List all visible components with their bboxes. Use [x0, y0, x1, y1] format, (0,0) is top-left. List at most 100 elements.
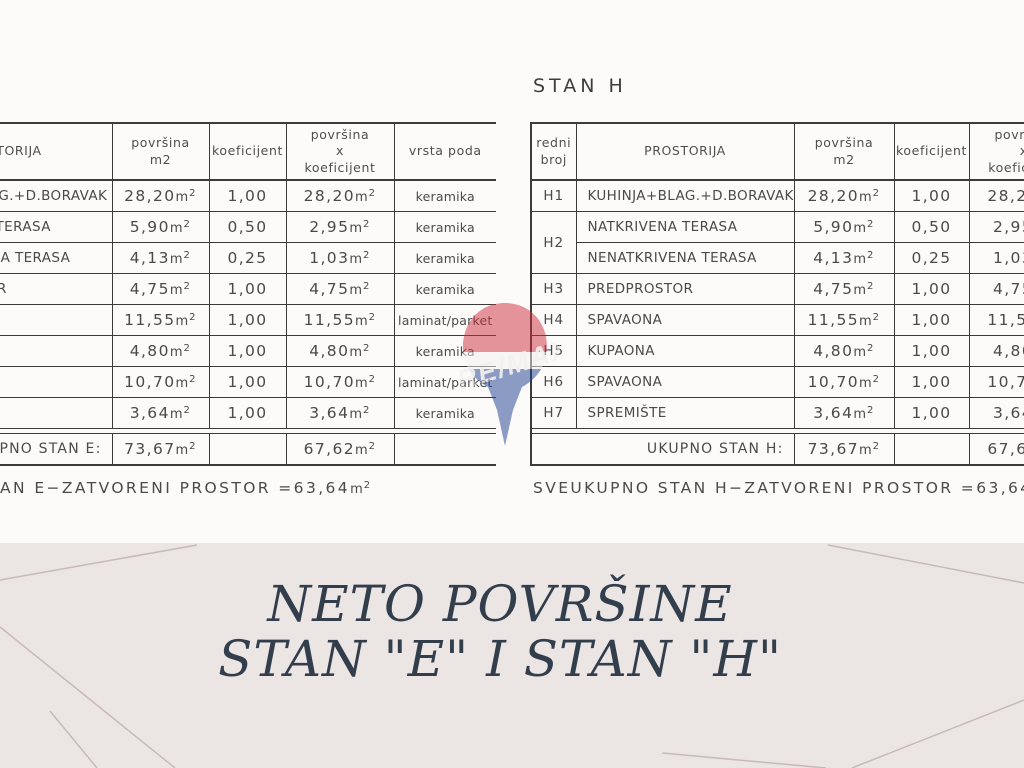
- area-value: 10,70: [807, 373, 859, 391]
- stan-h-title: STAN H: [533, 75, 627, 97]
- unit-sup: 2: [363, 281, 371, 292]
- area-value: 28,20: [807, 187, 859, 205]
- unit-sup: 2: [867, 219, 875, 230]
- area-value: 28,20: [987, 187, 1024, 205]
- cell-prostorija: NENATKRIVENA TERASA: [575, 242, 795, 274]
- area-value: 4,13: [129, 249, 170, 267]
- unit-sup: 2: [363, 219, 371, 230]
- cell-redni-broj: H7: [530, 397, 577, 429]
- table-row: NENATKRIVENA TERASA 4,13m2 0,25 1,03m2: [531, 242, 1024, 274]
- area-value: 4,75: [129, 280, 170, 298]
- cell-koeficijent: 1,00: [893, 273, 970, 305]
- unit-m: m: [175, 190, 189, 205]
- cell-koeficijent: 1,00: [208, 366, 287, 398]
- area-value: 73,67: [124, 440, 176, 458]
- unit-m: m: [354, 443, 368, 458]
- cell-povrsina-x-koeficijent: 4,75m2: [968, 273, 1024, 305]
- stan-h-summary: SVEUKUPNO STAN H−ZATVORENI PROSTOR =63,6…: [533, 479, 1024, 497]
- unit-sup: 2: [183, 219, 192, 230]
- cell-prostorija: SPAVAONA: [0, 304, 113, 336]
- unit-m: m: [175, 443, 189, 458]
- unit-sup: 2: [867, 405, 875, 416]
- cell-prostorija: NATKRIVENA TERASA: [575, 211, 795, 243]
- cell-vrsta-poda: keramika: [393, 211, 496, 243]
- area-value: 4,75: [309, 280, 350, 298]
- area-value: 10,70: [987, 373, 1024, 391]
- header-povrsina: površina m2: [111, 122, 210, 181]
- cell-povrsina: 3,64m2: [793, 397, 895, 429]
- area-value: 5,90: [813, 218, 854, 236]
- unit-m: m: [169, 283, 183, 298]
- unit-sup: 2: [183, 405, 192, 416]
- header-prostorija: PROSTORIJA: [575, 122, 795, 181]
- unit-m: m: [350, 482, 363, 497]
- total-povrsina-x-koeficijent: 67,62m2: [285, 433, 395, 466]
- cell-koeficijent: 1,00: [893, 179, 970, 212]
- stan-h-table-clip: redni broj PROSTORIJA površina m2 koefic…: [530, 122, 1024, 474]
- area-value: 4,13: [813, 249, 854, 267]
- cell-vrsta-poda: keramika: [393, 179, 496, 212]
- unit-m: m: [349, 252, 363, 267]
- unit-sup: 2: [363, 250, 371, 261]
- area-value: 10,70: [303, 373, 355, 391]
- banner-title-line1: NETO POVRŠINE: [267, 575, 733, 633]
- area-value: 2,95: [992, 218, 1024, 236]
- table-row: H4 SPAVAONA 11,55m2 1,00 11,55m2: [530, 304, 1024, 336]
- unit-m: m: [853, 283, 867, 298]
- area-value: 5,90: [129, 218, 170, 236]
- cell-povrsina: 11,55m2: [793, 304, 895, 336]
- area-value: 4,80: [813, 342, 854, 360]
- cell-koeficijent: 1,00: [893, 397, 970, 429]
- cell-prostorija: SPREMIŠTE: [575, 397, 795, 429]
- cell-koeficijent: 1,00: [208, 304, 287, 336]
- unit-sup: 2: [867, 250, 875, 261]
- unit-sup: 2: [872, 188, 881, 199]
- summary-text: SVEUKUPNO STAN H−ZATVORENI PROSTOR =63,6…: [533, 479, 1024, 497]
- cell-vrsta-poda: keramika: [393, 273, 496, 305]
- unit-m: m: [858, 376, 872, 391]
- unit-m: m: [169, 221, 183, 236]
- unit-m: m: [169, 252, 183, 267]
- double-rule: [0, 428, 496, 434]
- banner: NETO POVRŠINE STAN "E" I STAN "H": [0, 543, 1024, 768]
- area-value: 10,70: [124, 373, 176, 391]
- cell-prostorija: KUPAONA: [0, 335, 113, 367]
- unit-m: m: [349, 221, 363, 236]
- table-row: H3 PREDPROSTOR 4,75m2 1,00 4,75m2: [530, 273, 1024, 305]
- table-row: KUPAONA 4,80m2 1,00 4,80m2 keramika: [0, 335, 496, 367]
- cell-prostorija: NENATKRIVENA TERASA: [0, 242, 113, 274]
- unit-sup: 2: [872, 374, 881, 385]
- cell-prostorija: KUPAONA: [575, 335, 795, 367]
- area-value: 2,95: [309, 218, 350, 236]
- unit-sup: 2: [363, 480, 373, 491]
- area-value: 11,55: [987, 311, 1024, 329]
- total-povrsina: 73,67m2: [793, 433, 895, 466]
- banner-title: NETO POVRŠINE STAN "E" I STAN "H": [0, 577, 1000, 687]
- table-row: H6 SPAVAONA 10,70m2 1,00 10,70m2: [530, 366, 1024, 398]
- unit-sup: 2: [368, 312, 377, 323]
- cell-prostorija: KUHINJA+BLAG.+D.BORAVAK: [575, 179, 795, 212]
- stan-e-table: PROSTORIJA površina m2 koeficijent površ…: [0, 122, 496, 466]
- cell-povrsina-x-koeficijent: 28,20m2: [968, 179, 1024, 212]
- unit-sup: 2: [872, 312, 881, 323]
- area-value: 28,20: [124, 187, 176, 205]
- table-row: H5 KUPAONA 4,80m2 1,00 4,80m2: [530, 335, 1024, 367]
- cell-povrsina: 4,13m2: [793, 242, 895, 274]
- table-row: SPAVAONA 10,70m2 1,00 10,70m2 laminat/pa…: [0, 366, 496, 398]
- cell-redni-broj: H1: [530, 179, 577, 212]
- cell-koeficijent: 1,00: [893, 335, 970, 367]
- cell-povrsina-x-koeficijent: 2,95m2: [968, 211, 1024, 243]
- cell-koeficijent: 0,25: [208, 242, 287, 274]
- cell-povrsina-x-koeficijent: 1,03m2: [968, 242, 1024, 274]
- area-value: 11,55: [807, 311, 859, 329]
- area-value: 67,62: [303, 440, 355, 458]
- cell-povrsina: 5,90m2: [793, 211, 895, 243]
- total-vrsta-empty: [393, 433, 496, 466]
- table-row: H1 KUHINJA+BLAG.+D.BORAVAK 28,20m2 1,00 …: [530, 179, 1024, 212]
- cell-povrsina: 4,80m2: [793, 335, 895, 367]
- cell-povrsina: 4,75m2: [793, 273, 895, 305]
- cell-povrsina: 5,90m2: [111, 211, 210, 243]
- cell-koeficijent: 1,00: [208, 179, 287, 212]
- header-row: PROSTORIJA površina m2 koeficijent površ…: [0, 122, 496, 181]
- cell-prostorija: KUHINJA+BLAG.+D.BORAVAK: [0, 179, 113, 212]
